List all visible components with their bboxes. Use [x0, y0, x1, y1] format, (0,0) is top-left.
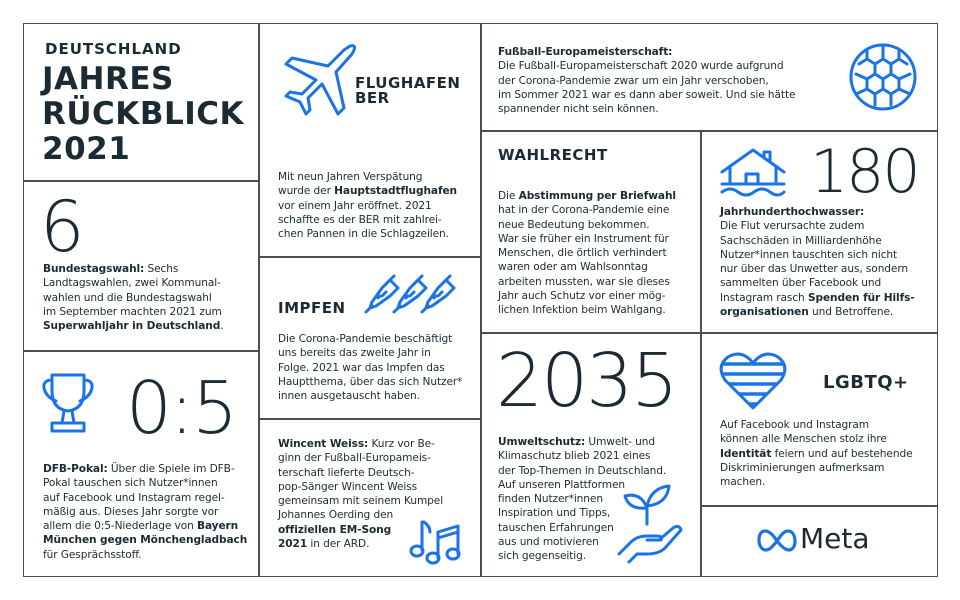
- soccer-ball-icon: [849, 43, 917, 111]
- impfen-heading: IMPFEN: [278, 299, 346, 317]
- title-line: 2021: [42, 131, 131, 167]
- bold-text: Wincent Weiss:: [278, 438, 369, 450]
- divider: [258, 256, 480, 258]
- text-segment: Kurz vor Be- ginn der Fußball-Europameis…: [278, 438, 444, 522]
- stat-number: 0:5: [126, 366, 238, 450]
- ber-heading: FLUGHAFEN BER: [355, 74, 461, 107]
- bold-text: Superwahljahr in Deutschland: [43, 320, 221, 333]
- title-line: JAHRES: [42, 61, 174, 97]
- divider: [480, 332, 938, 334]
- lgbtq-text: Auf Facebook und Instagram können alle M…: [720, 418, 913, 489]
- bold-text: offiziellen EM-Song 2021: [278, 523, 392, 551]
- meta-infinity-icon: [757, 529, 797, 552]
- text-segment: Die Corona-Pandemie beschäftigt uns bere…: [278, 333, 463, 403]
- dfb-text: DFB-Pokal: Über die Spiele im DFB- Pokal…: [43, 462, 247, 562]
- divider: [23, 350, 258, 352]
- stat-number: 2035: [496, 338, 678, 424]
- text-segment: Auf Facebook und Instagram können alle M…: [720, 419, 887, 446]
- text-segment: Umwelt- und Klimaschutz blieb 2021 eines…: [498, 436, 667, 563]
- bold-text: DFB-Pokal:: [43, 463, 108, 475]
- music-notes-icon: [409, 520, 461, 565]
- airplane-icon: [284, 44, 357, 116]
- stat-number: 180: [810, 137, 921, 207]
- bold-text: Spenden für Hilfs- organisationen: [720, 291, 915, 319]
- bundestagswahl-text: Bundestagswahl: Sechs Landtagswahlen, zw…: [43, 262, 224, 333]
- wahlrecht-heading: WAHLRECHT: [498, 146, 608, 164]
- lgbtq-heading: LGBTQ+: [823, 372, 909, 393]
- bold-text: Abstimmung per Briefwahl: [518, 190, 676, 202]
- bold-text: Bayern München gegen Mönchengladbach: [43, 520, 248, 547]
- striped-heart-icon: [719, 352, 787, 410]
- divider: [480, 23, 482, 577]
- title-kicker: DEUTSCHLAND: [45, 40, 182, 58]
- umwelt-text: Umweltschutz: Umwelt- und Klimaschutz bl…: [498, 435, 666, 564]
- text-segment: für Gesprächsstoff.: [43, 548, 142, 561]
- divider: [480, 130, 938, 132]
- divider: [700, 130, 702, 577]
- ber-text: Mit neun Jahren Verspätung wurde der Hau…: [278, 170, 457, 241]
- text-segment: Die: [498, 190, 519, 202]
- title-line: RÜCKBLICK: [42, 96, 245, 132]
- text-segment: Sechs Landtagswahlen, zwei Kommunal- wah…: [43, 263, 222, 318]
- plant-in-hand-icon: [617, 484, 683, 564]
- bold-text: Identität: [720, 447, 772, 460]
- divider: [23, 180, 258, 182]
- bold-text: Hauptstadtflughafen: [334, 185, 457, 198]
- bold-text: Umweltschutz:: [498, 436, 586, 448]
- syringes-icon: [364, 274, 456, 314]
- bold-text: Jahrhunderthochwasser:: [720, 206, 865, 218]
- trophy-icon: [42, 373, 94, 433]
- wahlrecht-text: Die Abstimmung per Briefwahl hat in der …: [498, 189, 676, 318]
- stat-number: 6: [40, 186, 85, 268]
- page-title: JAHRES RÜCKBLICK 2021: [42, 62, 244, 167]
- divider: [258, 23, 260, 577]
- text-segment: feiern und auf bestehende Diskriminierun…: [720, 447, 913, 489]
- divider: [700, 505, 938, 507]
- text-segment: Die Fußball-Europameisterschaft 2020 wur…: [498, 60, 796, 116]
- text-segment: Mit neun Jahren Verspätung wurde der: [278, 171, 423, 198]
- text-segment: .: [220, 320, 224, 333]
- text-segment: Die Flut verursachte zudem Sachschäden i…: [720, 220, 909, 304]
- text-segment: hat in der Corona-Pandemie eine neue Bed…: [498, 204, 670, 317]
- text-segment: in der ARD.: [307, 538, 370, 551]
- flooded-house-icon: [720, 148, 786, 197]
- hochwasser-text: Jahrhunderthochwasser: Die Flut verursac…: [720, 205, 915, 319]
- wincent-text: Wincent Weiss: Kurz vor Be- ginn der Fuß…: [278, 437, 443, 551]
- bold-text: Fußball-Europameisterschaft:: [498, 46, 673, 58]
- impfen-text: Die Corona-Pandemie beschäftigt uns bere…: [278, 332, 462, 403]
- bold-text: Bundestagswahl:: [43, 263, 145, 275]
- text-segment: Über die Spiele im DFB- Pokal tauschen s…: [43, 463, 235, 533]
- text-segment: und Betroffene.: [808, 306, 894, 319]
- text-segment: vor einem Jahr eröffnet. 2021 schaffte e…: [278, 199, 449, 241]
- divider: [258, 418, 480, 420]
- em-text: Fußball-Europameisterschaft: Die Fußball…: [498, 45, 796, 116]
- meta-logo-text: Meta: [800, 522, 870, 555]
